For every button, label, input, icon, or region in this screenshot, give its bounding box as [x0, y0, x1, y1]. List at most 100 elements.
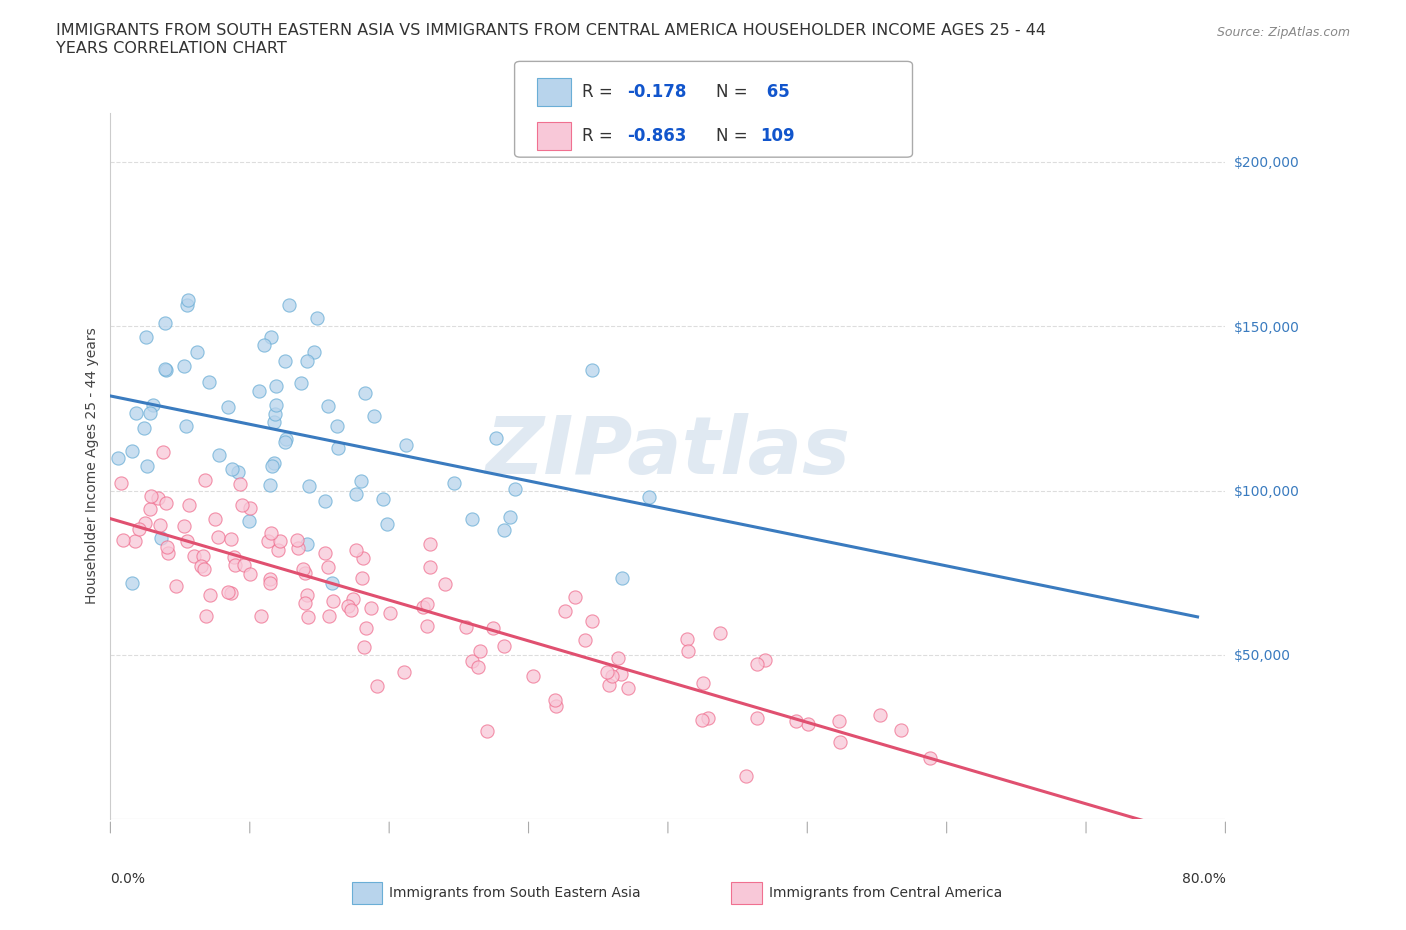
Point — [321, 576, 343, 591]
Point — [217, 585, 239, 600]
Point — [314, 493, 336, 508]
Text: 109: 109 — [761, 126, 796, 145]
Point — [219, 531, 242, 546]
Point — [249, 608, 271, 623]
Point — [257, 533, 280, 548]
Point — [297, 610, 319, 625]
Point — [918, 751, 941, 765]
Point — [267, 543, 290, 558]
Point — [152, 445, 174, 459]
Point — [264, 379, 287, 394]
Point — [135, 329, 157, 344]
Point — [468, 644, 491, 658]
Point — [176, 298, 198, 312]
Point — [363, 409, 385, 424]
Point — [352, 551, 374, 565]
Point — [132, 421, 155, 436]
Point — [155, 362, 177, 377]
Point — [360, 601, 382, 616]
Point — [416, 596, 439, 611]
Point — [302, 344, 325, 359]
Point — [233, 557, 256, 572]
Point — [378, 605, 401, 620]
Point — [375, 516, 398, 531]
Point — [295, 353, 318, 368]
Point — [194, 472, 217, 487]
Point — [153, 315, 176, 330]
Point — [217, 400, 239, 415]
Point — [607, 651, 630, 666]
Text: Immigrants from Central America: Immigrants from Central America — [769, 885, 1002, 900]
Point — [342, 591, 364, 606]
Point — [260, 330, 283, 345]
Point — [262, 459, 284, 474]
Point — [263, 415, 285, 430]
Point — [191, 549, 214, 564]
Point — [124, 534, 146, 549]
Point — [503, 481, 526, 496]
Point — [295, 588, 318, 603]
Point — [598, 678, 620, 693]
Point — [340, 603, 363, 618]
Text: R =: R = — [582, 126, 619, 145]
Point — [412, 600, 434, 615]
Text: IMMIGRANTS FROM SOUTH EASTERN ASIA VS IMMIGRANTS FROM CENTRAL AMERICA HOUSEHOLDE: IMMIGRANTS FROM SOUTH EASTERN ASIA VS IM… — [56, 23, 1046, 56]
Point — [121, 576, 143, 591]
Point — [274, 432, 297, 446]
Point — [564, 590, 586, 604]
Y-axis label: Householder Income Ages 25 - 44 years: Householder Income Ages 25 - 44 years — [86, 327, 100, 604]
Point — [198, 588, 221, 603]
Point — [467, 659, 489, 674]
Point — [290, 376, 312, 391]
Point — [337, 599, 360, 614]
Point — [179, 498, 201, 512]
Point — [350, 473, 373, 488]
Point — [134, 515, 156, 530]
Point — [173, 358, 195, 373]
Point — [544, 692, 567, 707]
Point — [461, 512, 484, 526]
Point — [221, 462, 243, 477]
Point — [125, 405, 148, 420]
Point — [434, 577, 457, 591]
Point — [142, 397, 165, 412]
Point — [111, 532, 134, 547]
Text: R =: R = — [582, 83, 619, 100]
Point — [136, 458, 159, 473]
Text: 80.0%: 80.0% — [1181, 871, 1226, 886]
Point — [456, 619, 478, 634]
Point — [709, 625, 731, 640]
Point — [797, 717, 820, 732]
Point — [269, 534, 291, 549]
Text: N =: N = — [716, 83, 752, 100]
Point — [177, 292, 200, 307]
Point — [869, 708, 891, 723]
Point — [238, 513, 260, 528]
Point — [754, 652, 776, 667]
Point — [596, 665, 619, 680]
Point — [522, 669, 544, 684]
Point — [287, 541, 309, 556]
Point — [554, 604, 576, 618]
Point — [259, 526, 281, 541]
Point — [195, 608, 218, 623]
Point — [419, 560, 441, 575]
Point — [176, 534, 198, 549]
Point — [745, 711, 768, 725]
Point — [121, 444, 143, 458]
Point — [231, 498, 253, 512]
Point — [734, 769, 756, 784]
Point — [183, 549, 205, 564]
Point — [157, 545, 180, 560]
Text: 65: 65 — [761, 83, 789, 100]
Point — [828, 714, 851, 729]
Point — [298, 478, 321, 493]
Point — [395, 437, 418, 452]
Point — [461, 654, 484, 669]
Point — [353, 386, 375, 401]
Point — [222, 550, 245, 565]
Point — [318, 608, 340, 623]
Point — [153, 361, 176, 376]
Point — [263, 406, 285, 421]
Point — [277, 298, 299, 312]
